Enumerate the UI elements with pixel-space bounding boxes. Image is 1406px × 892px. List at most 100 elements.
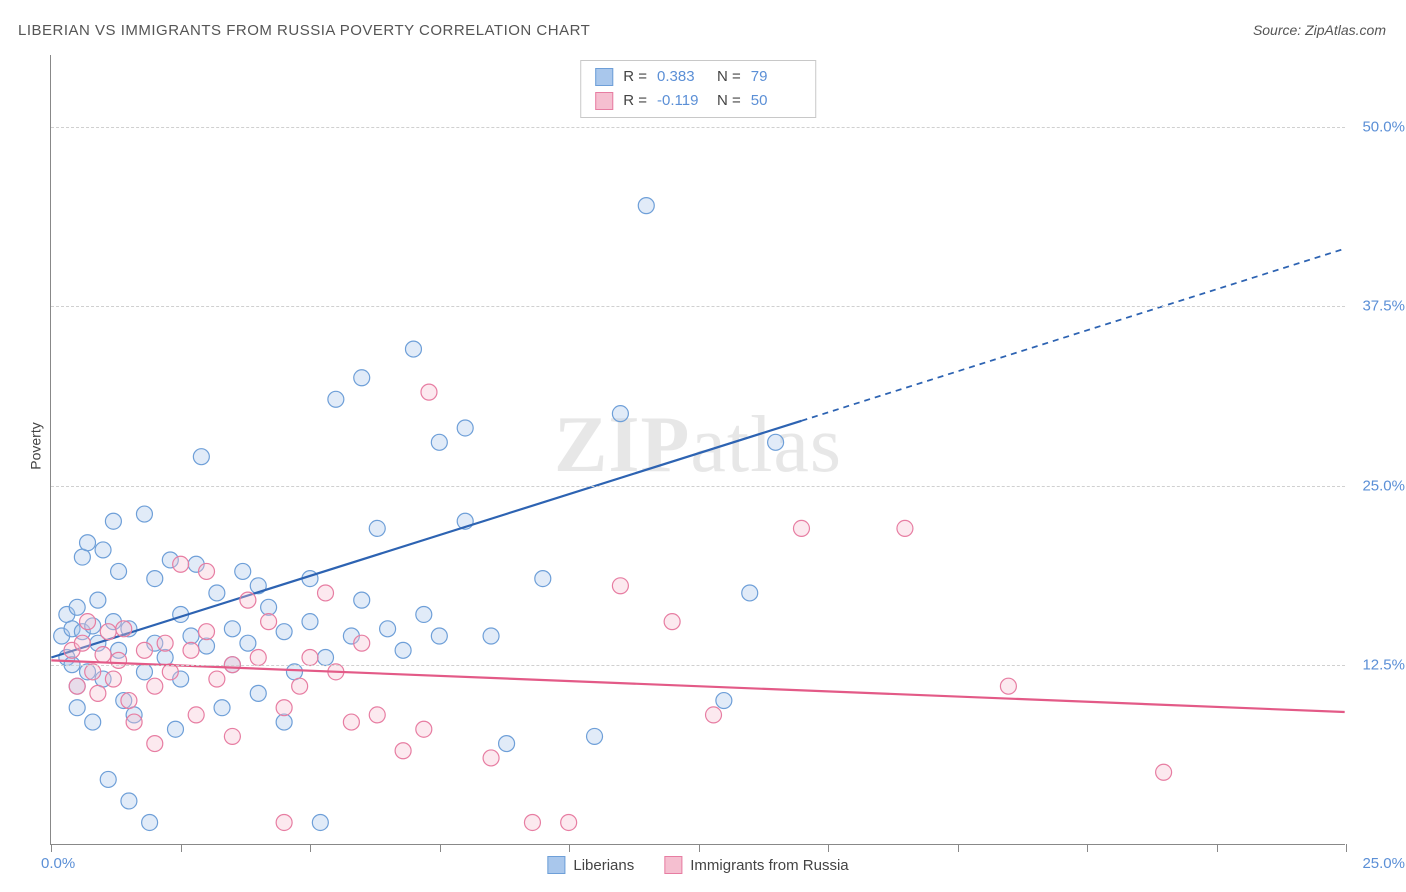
x-tick xyxy=(310,844,311,852)
data-point xyxy=(897,520,913,536)
data-point xyxy=(85,714,101,730)
data-point xyxy=(612,578,628,594)
data-point xyxy=(276,700,292,716)
x-tick xyxy=(958,844,959,852)
data-point xyxy=(90,685,106,701)
data-point xyxy=(157,650,173,666)
x-tick xyxy=(828,844,829,852)
y-tick-label: 25.0% xyxy=(1362,477,1405,494)
data-point xyxy=(95,647,111,663)
data-point xyxy=(431,628,447,644)
series-0-name: Liberians xyxy=(573,857,634,874)
data-point xyxy=(638,198,654,214)
data-point xyxy=(354,592,370,608)
data-point xyxy=(328,391,344,407)
data-point xyxy=(250,650,266,666)
gridline xyxy=(51,486,1345,487)
data-point xyxy=(483,750,499,766)
data-point xyxy=(664,614,680,630)
data-point xyxy=(157,635,173,651)
data-point xyxy=(354,370,370,386)
data-point xyxy=(535,571,551,587)
data-point xyxy=(173,556,189,572)
y-tick-label: 50.0% xyxy=(1362,118,1405,135)
n-value-0: 79 xyxy=(751,65,801,89)
data-point xyxy=(716,693,732,709)
data-point xyxy=(343,714,359,730)
data-point xyxy=(80,535,96,551)
x-tick xyxy=(569,844,570,852)
data-point xyxy=(706,707,722,723)
data-point xyxy=(188,707,204,723)
swatch-series-0 xyxy=(595,68,613,86)
y-tick-label: 37.5% xyxy=(1362,298,1405,315)
data-point xyxy=(276,624,292,640)
data-point xyxy=(250,685,266,701)
chart-title: LIBERIAN VS IMMIGRANTS FROM RUSSIA POVER… xyxy=(18,22,590,39)
series-1-name: Immigrants from Russia xyxy=(690,857,848,874)
data-point xyxy=(69,700,85,716)
r-label: R = xyxy=(623,65,647,89)
data-point xyxy=(395,642,411,658)
plot-area: ZIPatlas R = 0.383 N = 79 R = -0.119 N =… xyxy=(50,55,1345,845)
data-point xyxy=(318,585,334,601)
data-point xyxy=(240,635,256,651)
x-tick xyxy=(699,844,700,852)
data-point xyxy=(1156,764,1172,780)
n-label: N = xyxy=(717,65,741,89)
swatch-series-1 xyxy=(595,92,613,110)
data-point xyxy=(100,624,116,640)
data-point xyxy=(136,642,152,658)
x-tick xyxy=(51,844,52,852)
data-point xyxy=(261,614,277,630)
data-point xyxy=(121,793,137,809)
data-point xyxy=(431,434,447,450)
x-tick-label-0: 0.0% xyxy=(41,855,75,872)
data-point xyxy=(80,614,96,630)
data-point xyxy=(793,520,809,536)
data-point xyxy=(421,384,437,400)
data-point xyxy=(457,420,473,436)
legend-row-series-1: R = -0.119 N = 50 xyxy=(595,89,801,113)
data-point xyxy=(199,563,215,579)
n-value-1: 50 xyxy=(751,89,801,113)
data-point xyxy=(142,814,158,830)
legend-item-1: Immigrants from Russia xyxy=(664,856,848,874)
data-point xyxy=(276,714,292,730)
data-point xyxy=(74,549,90,565)
x-tick xyxy=(1217,844,1218,852)
data-point xyxy=(587,728,603,744)
trend-line-extrapolated xyxy=(801,249,1344,421)
data-point xyxy=(561,814,577,830)
swatch-series-1-icon xyxy=(664,856,682,874)
data-point xyxy=(95,542,111,558)
data-point xyxy=(499,736,515,752)
data-point xyxy=(111,563,127,579)
data-point xyxy=(235,563,251,579)
data-point xyxy=(416,606,432,622)
data-point xyxy=(292,678,308,694)
chart-svg xyxy=(51,55,1345,844)
series-legend: Liberians Immigrants from Russia xyxy=(547,856,848,874)
r-value-1: -0.119 xyxy=(657,89,707,113)
gridline xyxy=(51,306,1345,307)
data-point xyxy=(312,814,328,830)
data-point xyxy=(318,650,334,666)
data-point xyxy=(147,736,163,752)
data-point xyxy=(416,721,432,737)
r-value-0: 0.383 xyxy=(657,65,707,89)
data-point xyxy=(183,628,199,644)
data-point xyxy=(74,635,90,651)
gridline xyxy=(51,127,1345,128)
data-point xyxy=(126,714,142,730)
data-point xyxy=(354,635,370,651)
legend-item-0: Liberians xyxy=(547,856,634,874)
data-point xyxy=(224,728,240,744)
x-tick xyxy=(181,844,182,852)
data-point xyxy=(147,571,163,587)
data-point xyxy=(369,520,385,536)
data-point xyxy=(193,449,209,465)
data-point xyxy=(183,642,199,658)
data-point xyxy=(121,693,137,709)
data-point xyxy=(209,671,225,687)
